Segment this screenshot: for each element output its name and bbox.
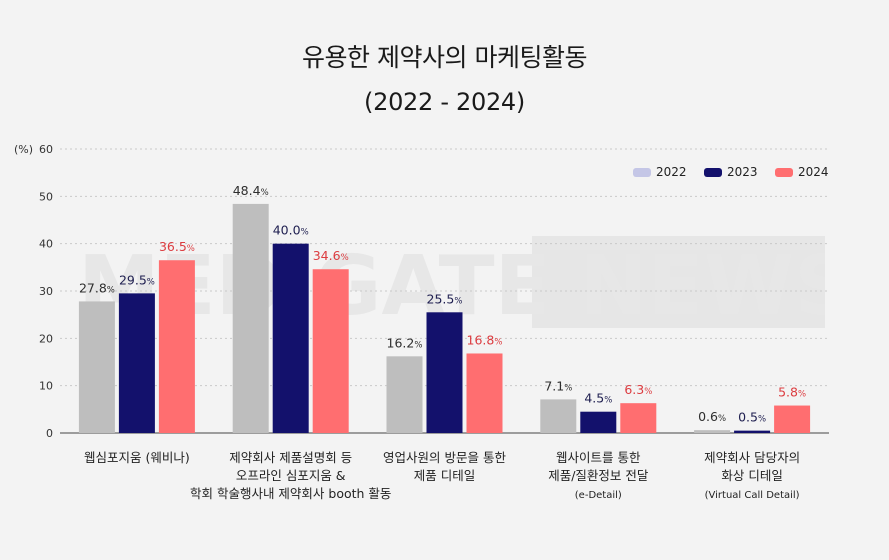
data-label: 7.1%: [544, 378, 572, 393]
legend-swatch-2023: [704, 167, 722, 177]
bar-2024-2: [466, 353, 503, 433]
data-label: 16.8%: [467, 332, 503, 347]
bar-2023-0: [118, 293, 155, 433]
data-label: 36.5%: [159, 239, 195, 254]
legend-item-2023: 2023: [704, 165, 758, 179]
chart-title: 유용한 제약사의 마케팅활동: [302, 43, 587, 72]
y-tick-label: 40: [39, 238, 53, 251]
data-label: 0.5%: [738, 410, 766, 425]
x-tick-label: 제품 디테일: [414, 468, 475, 483]
data-label: 6.3%: [624, 382, 652, 397]
legend-item-2024: 2024: [775, 165, 829, 179]
bar-2022-0: [78, 301, 115, 433]
y-tick-label: 10: [39, 380, 53, 393]
bar-2022-2: [386, 356, 423, 433]
bar-2024-4: [774, 405, 811, 433]
bar-2023-1: [272, 243, 309, 433]
x-tick-label: 제약회사 제품설명회 등: [229, 450, 352, 465]
bar-2023-3: [580, 411, 617, 433]
data-label: 4.5%: [584, 391, 612, 406]
x-tick-label: 오프라인 심포지움 &: [236, 468, 346, 483]
data-label: 29.5%: [119, 272, 155, 287]
legend-label-2023: 2023: [727, 165, 758, 179]
chart-subtitle: (2022 - 2024): [364, 88, 525, 116]
bar-2022-3: [540, 399, 577, 433]
legend-item-2022: 2022: [633, 165, 687, 179]
legend-swatch-2022: [633, 167, 651, 177]
data-label: 5.8%: [778, 385, 806, 400]
x-tick-label: 영업사원의 방문을 통한: [383, 450, 506, 465]
y-tick-label: 60: [39, 143, 53, 156]
bar-2022-1: [232, 203, 269, 433]
x-tick-label: 제약회사 담당자의: [704, 450, 800, 465]
bar-2024-3: [620, 403, 657, 433]
bar-2024-1: [312, 269, 349, 433]
data-label: 40.0%: [273, 223, 309, 238]
x-tick-label: 화상 디테일: [721, 468, 782, 483]
bar-2022-4: [694, 430, 731, 433]
x-tick-label: 제품/질환정보 전달: [548, 468, 649, 483]
bar-2023-2: [426, 312, 463, 433]
y-tick-label: 30: [39, 285, 53, 298]
y-tick-label: 20: [39, 332, 53, 345]
bar-2024-0: [158, 260, 195, 433]
legend-label-2022: 2022: [656, 165, 687, 179]
data-label: 27.8%: [79, 280, 115, 295]
bar-2023-4: [734, 430, 771, 433]
y-tick-label: 50: [39, 190, 53, 203]
x-tick-label: 웹심포지움 (웨비나): [84, 450, 190, 465]
data-label: 16.2%: [387, 335, 423, 350]
legend-swatch-2024: [775, 167, 793, 177]
x-tick-label: (e-Detail): [575, 490, 622, 501]
data-label: 25.5%: [427, 291, 463, 306]
data-label: 34.6%: [313, 248, 349, 263]
x-tick-label: 학회 학술행사내 제약회사 booth 활동: [190, 486, 391, 501]
data-label: 0.6%: [698, 409, 726, 424]
legend-label-2024: 2024: [798, 165, 829, 179]
y-axis-label: (%): [14, 143, 33, 156]
y-tick-label: 0: [46, 427, 53, 440]
x-tick-label: 웹사이트를 통한: [556, 450, 641, 465]
x-tick-label: (Virtual Call Detail): [705, 490, 800, 501]
data-label: 48.4%: [233, 183, 269, 198]
